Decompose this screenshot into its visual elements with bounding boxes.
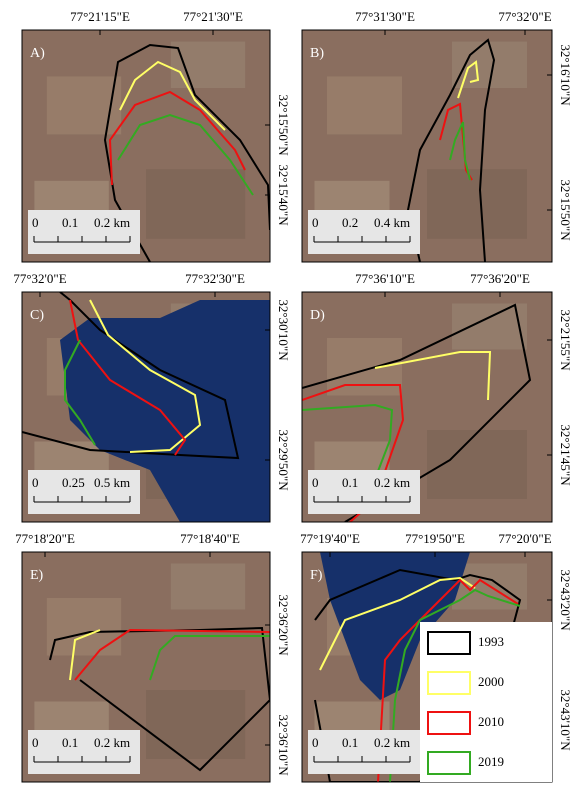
longitude-label: 77°36'20"E: [470, 271, 530, 286]
longitude-label: 77°20'0"E: [498, 531, 551, 546]
figure: A) 77°21'15"E 77°21'30"E 32°15'50"N 32°15'40…: [0, 0, 580, 794]
latitude-label: 32°36'20"N: [276, 594, 291, 656]
map-panel: B) 77°31'30"E 77°32'0"E 32°16'10"N 32°15'50"…: [302, 9, 573, 262]
latitude-label: 32°29'50"N: [276, 429, 291, 491]
panel-label: F): [310, 568, 323, 583]
longitude-label: 77°19'50"E: [405, 531, 465, 546]
latitude-label: 32°43'20"N: [558, 569, 573, 631]
terrain-patch: [47, 598, 121, 656]
longitude-label: 77°18'20"E: [15, 531, 75, 546]
scale-label: 0: [32, 475, 39, 490]
panel-label: D): [310, 308, 325, 323]
legend-label: 2010: [478, 714, 504, 729]
panel-label: C): [30, 308, 44, 323]
map-panel: A) 77°21'15"E 77°21'30"E 32°15'50"N 32°15'40…: [22, 9, 291, 262]
longitude-label: 77°21'15"E: [70, 9, 130, 24]
longitude-label: 77°32'0"E: [13, 271, 66, 286]
longitude-label: 77°19'40"E: [300, 531, 360, 546]
terrain-patch: [427, 169, 527, 239]
latitude-label: 32°16'10"N: [558, 44, 573, 106]
scale-label: 0.1: [62, 735, 78, 750]
longitude-label: 77°32'30"E: [185, 271, 245, 286]
scale-label: 0.1: [342, 475, 358, 490]
scale-label: 0.2 km: [374, 475, 410, 490]
scale-label: 0.1: [62, 215, 78, 230]
latitude-label: 32°21'55"N: [558, 309, 573, 371]
map-panel: C) 77°32'0"E 77°32'30"E 32°30'10"N 32°29'50"…: [13, 271, 291, 522]
legend: 1993 2000 2010 2019: [420, 622, 552, 782]
terrain-patch: [171, 42, 245, 88]
terrain-patch: [146, 690, 245, 759]
terrain-patch: [146, 169, 245, 239]
panel-label: A): [30, 46, 45, 61]
scale-label: 0.25: [62, 475, 85, 490]
scale-label: 0: [312, 475, 319, 490]
latitude-label: 32°15'50"N: [558, 179, 573, 241]
scale-label: 0.2 km: [94, 215, 130, 230]
longitude-label: 77°18'40"E: [180, 531, 240, 546]
scale-label: 0.1: [342, 735, 358, 750]
legend-label: 2019: [478, 754, 504, 769]
scale-label: 0.2 km: [374, 735, 410, 750]
latitude-label: 32°15'50"N: [276, 94, 291, 156]
scale-label: 0: [32, 215, 39, 230]
legend-label: 1993: [478, 634, 504, 649]
latitude-label: 32°21'45"N: [558, 424, 573, 486]
longitude-label: 77°36'10"E: [355, 271, 415, 286]
scale-label: 0: [312, 215, 319, 230]
longitude-label: 77°32'0"E: [498, 9, 551, 24]
latitude-label: 32°36'10"N: [276, 714, 291, 776]
terrain-patch: [327, 76, 402, 134]
scale-label: 0.2: [342, 215, 358, 230]
scale-label: 0.5 km: [94, 475, 130, 490]
longitude-label: 77°31'30"E: [355, 9, 415, 24]
legend-label: 2000: [478, 674, 504, 689]
panel-label: B): [310, 46, 324, 61]
map-panel: E) 77°18'20"E 77°18'40"E 32°36'20"N 32°36'10…: [15, 531, 291, 782]
panel-label: E): [30, 568, 44, 583]
scale-label: 0: [312, 735, 319, 750]
scale-label: 0.4 km: [374, 215, 410, 230]
map-panel: D) 77°36'10"E 77°36'20"E 32°21'55"N 32°21'45…: [302, 271, 573, 522]
scale-label: 0: [32, 735, 39, 750]
latitude-label: 32°43'10"N: [558, 689, 573, 751]
scale-label: 0.2 km: [94, 735, 130, 750]
longitude-label: 77°21'30"E: [183, 9, 243, 24]
terrain-patch: [171, 564, 245, 610]
latitude-label: 32°30'10"N: [276, 299, 291, 361]
latitude-label: 32°15'40"N: [276, 164, 291, 226]
